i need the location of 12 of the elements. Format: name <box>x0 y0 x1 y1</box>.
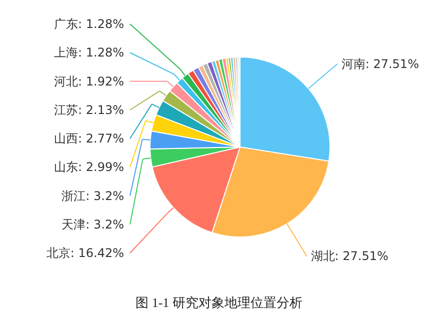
slice-label: 广东: 1.28% <box>54 17 124 31</box>
slice-label: 河南: 27.51% <box>341 56 419 71</box>
slice-label: 江苏: 2.13% <box>54 102 124 117</box>
slice-label: 浙江: 3.2% <box>62 188 124 203</box>
slice-label: 天津: 3.2% <box>62 217 124 232</box>
slice-label: 上海: 1.28% <box>54 46 124 60</box>
slice-label: 湖北: 27.51% <box>310 249 388 264</box>
slice-label: 山西: 2.77% <box>54 132 124 146</box>
slice-label: 山东: 2.99% <box>54 160 124 174</box>
text: 图 1-1 研究对象地理位置分析 <box>136 295 302 310</box>
slice-label: 河北: 1.92% <box>54 74 124 88</box>
slice-label: 北京: 16.42% <box>46 246 124 260</box>
